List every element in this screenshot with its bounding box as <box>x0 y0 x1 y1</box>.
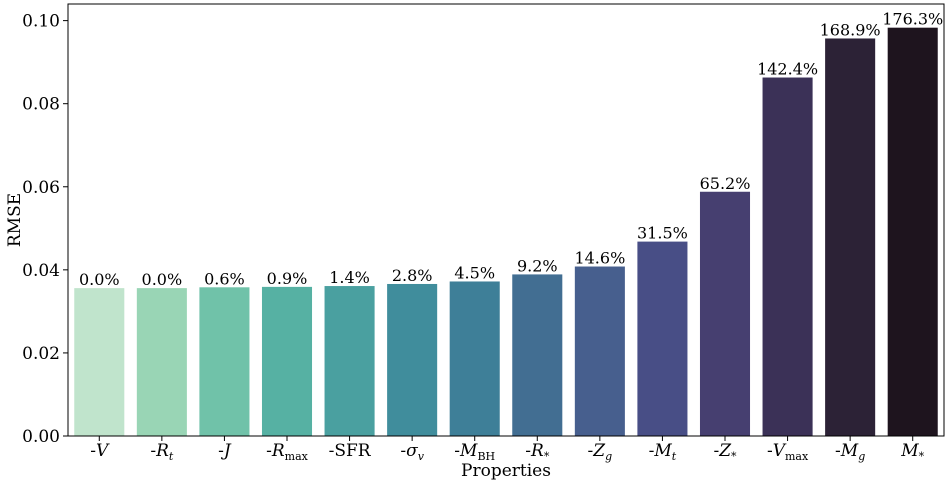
bar <box>450 281 500 436</box>
y-axis-title: RMSE <box>5 193 25 247</box>
bar <box>700 192 750 436</box>
bar-value-label: 0.0% <box>79 270 120 289</box>
y-tick-label: 0.02 <box>22 344 60 364</box>
y-axis: 0.00 0.02 0.04 0.06 0.08 0.10 <box>22 12 68 447</box>
x-tick-label: -SFR <box>329 441 372 461</box>
bar <box>575 267 625 436</box>
x-tick-label: -Rmax <box>266 441 309 463</box>
bar-value-label: 65.2% <box>700 174 751 193</box>
bar-value-label: 9.2% <box>517 256 558 275</box>
bar <box>825 38 875 436</box>
y-tick-label: 0.06 <box>22 178 60 198</box>
y-tick-label: 0.00 <box>22 427 60 447</box>
bar-value-label: 168.9% <box>820 20 881 39</box>
bar <box>137 288 187 436</box>
x-tick-label: M* <box>900 441 924 463</box>
bar <box>74 288 124 436</box>
x-axis-title: Properties <box>461 461 551 480</box>
bar-labels: 0.0% 0.0% 0.6% 0.9% 1.4% 2.8% 4.5% 9.2% 14.6% 31.… <box>79 10 943 289</box>
x-tick-label: -Zg <box>588 441 613 463</box>
x-axis: -V -Rt -J -Rmax -SFR -σv -MBH -R* -Zg -Mt -Z* -Vmax… <box>90 436 924 463</box>
bar <box>512 274 562 436</box>
bar-value-label: 1.4% <box>329 268 370 287</box>
y-tick-label: 0.04 <box>22 261 60 281</box>
x-tick-label: -Rt <box>150 441 174 463</box>
x-tick-label: -Mt <box>649 441 677 463</box>
bar <box>199 287 249 436</box>
bar <box>387 284 437 436</box>
y-tick-label: 0.10 <box>22 12 60 32</box>
y-tick-label: 0.08 <box>22 95 60 115</box>
x-tick-label: -R* <box>525 441 550 463</box>
bar-value-label: 142.4% <box>757 60 818 79</box>
bar <box>763 78 813 436</box>
bar-value-label: 14.6% <box>574 249 625 268</box>
x-tick-label: -σv <box>400 441 424 463</box>
x-tick-label: -Mg <box>835 441 865 463</box>
bar-value-label: 0.6% <box>204 269 245 288</box>
x-tick-label: -J <box>218 441 232 461</box>
x-tick-label: -MBH <box>454 441 495 463</box>
bar <box>637 242 687 436</box>
bar-value-label: 4.5% <box>454 263 495 282</box>
bar-value-label: 0.9% <box>267 269 308 288</box>
bar <box>888 28 938 436</box>
bar-value-label: 31.5% <box>637 224 688 243</box>
bars <box>74 28 937 436</box>
x-tick-label: -V <box>90 441 110 461</box>
x-tick-label: -Vmax <box>767 441 809 463</box>
bar-value-label: 176.3% <box>882 10 943 29</box>
bar <box>325 286 375 436</box>
bar <box>262 287 312 436</box>
x-tick-label: -Z* <box>713 441 737 463</box>
bar-value-label: 0.0% <box>142 270 183 289</box>
bar-value-label: 2.8% <box>392 266 433 285</box>
